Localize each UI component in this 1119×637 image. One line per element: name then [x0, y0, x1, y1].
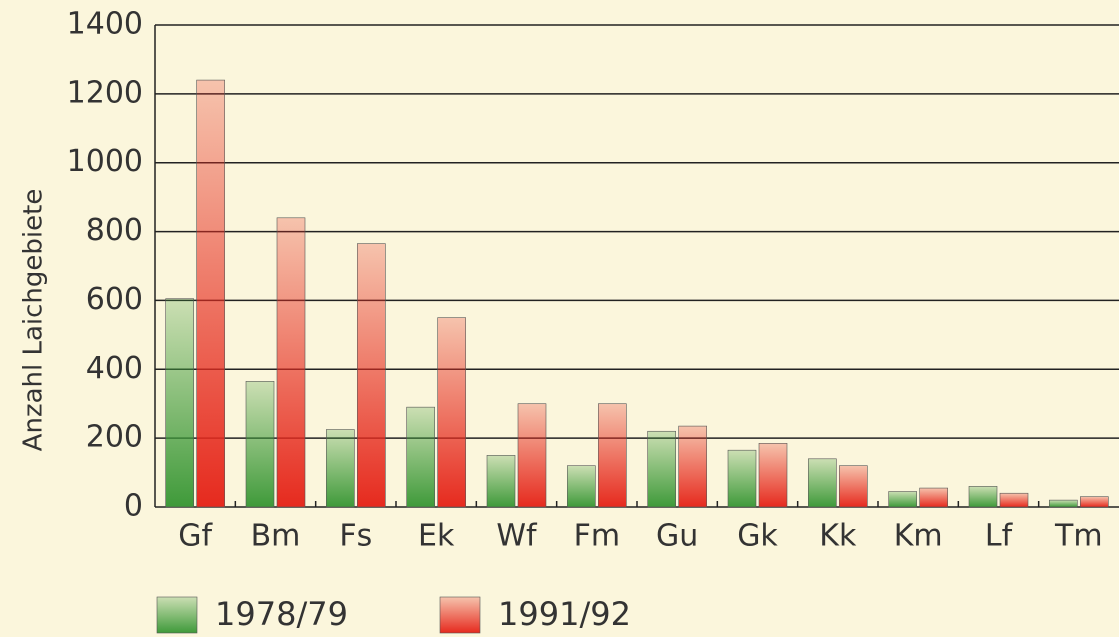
legend-swatch: [156, 596, 198, 634]
x-tick-label: Lf: [985, 519, 1014, 554]
x-tick-label: Bm: [251, 519, 301, 554]
bar: [888, 491, 917, 508]
y-tick-label: 400: [86, 351, 143, 386]
bar: [919, 487, 948, 508]
legend-swatch: [439, 596, 481, 634]
bar: [276, 217, 306, 508]
x-tick-label: Fm: [574, 519, 620, 554]
bar: [357, 243, 386, 508]
bar: [196, 79, 225, 508]
x-tick-label: Gf: [178, 519, 213, 554]
y-tick-label: 200: [86, 420, 143, 455]
bar: [598, 403, 627, 508]
bar: [1049, 499, 1078, 508]
bar: [758, 443, 788, 508]
bar: [326, 429, 355, 508]
x-tick-label: Gk: [737, 519, 778, 554]
x-tick-label: Wf: [496, 519, 538, 554]
bar: [567, 465, 596, 508]
bar: [968, 486, 998, 508]
bar: [678, 425, 707, 508]
y-tick-label: 1400: [67, 7, 143, 42]
y-axis-label: Anzahl Laichgebiete: [19, 189, 49, 452]
bar: [517, 403, 547, 508]
x-tick-label: Km: [894, 519, 943, 554]
bar: [406, 406, 435, 508]
y-tick-label: 800: [86, 213, 143, 248]
x-tick-label: Tm: [1054, 519, 1103, 554]
legend-label: 1991/92: [498, 595, 631, 633]
bar: [437, 317, 466, 508]
bar: [245, 381, 275, 508]
bar: [839, 465, 868, 508]
x-tick-label: Kk: [819, 519, 857, 554]
x-tick-label: Fs: [339, 519, 372, 554]
bar: [727, 449, 757, 508]
bar: [808, 458, 837, 508]
legend-label: 1978/79: [215, 595, 348, 633]
y-tick-label: 600: [86, 282, 143, 317]
y-tick-label: 1000: [67, 144, 143, 179]
y-tick-label: 1200: [67, 75, 143, 110]
bar: [1080, 496, 1109, 508]
x-tick-label: Gu: [656, 519, 698, 554]
bar: [486, 455, 516, 508]
y-tick-label: 0: [124, 489, 143, 524]
bar: [165, 298, 194, 508]
x-tick-label: Ek: [418, 519, 455, 554]
bar: [647, 430, 676, 508]
bar: [999, 492, 1029, 508]
